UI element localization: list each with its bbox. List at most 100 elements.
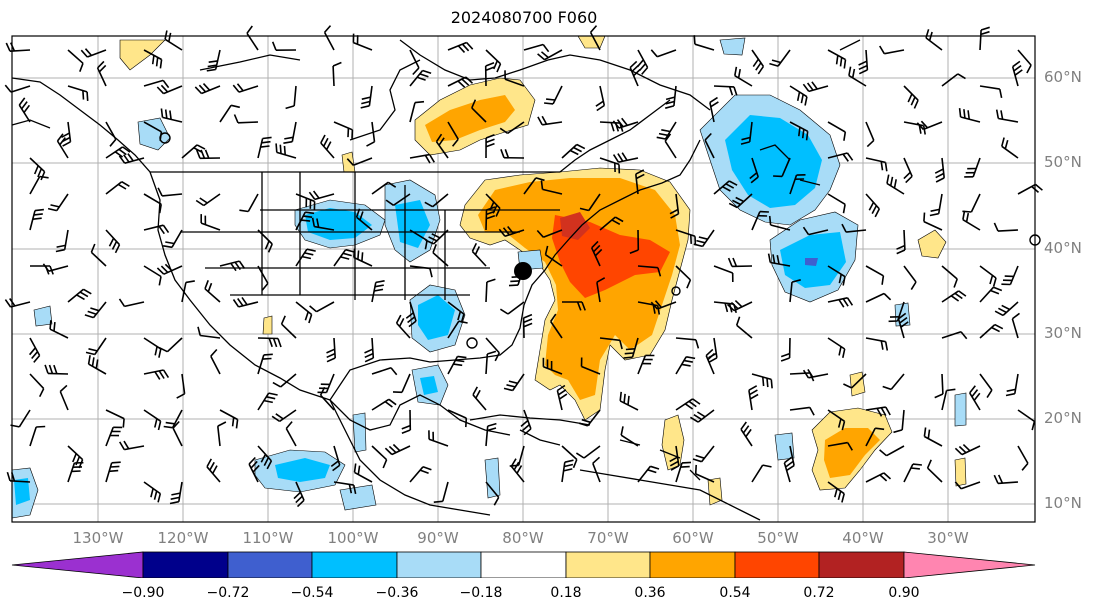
wind-barb <box>409 100 425 123</box>
wind-barb <box>740 121 753 145</box>
wind-barb <box>67 49 84 72</box>
wind-barb <box>67 85 89 101</box>
wind-barb <box>308 190 335 201</box>
wind-barb <box>271 409 297 423</box>
wind-barb <box>232 83 259 93</box>
wind-barb <box>540 180 563 195</box>
wind-barb <box>599 337 623 350</box>
wind-barb <box>320 134 335 159</box>
colorbar-segment <box>734 551 820 578</box>
wind-barb <box>158 337 183 353</box>
wind-barb <box>727 257 753 268</box>
wind-barb <box>669 193 680 219</box>
wind-barb <box>893 409 905 434</box>
lon-label: 90°W <box>417 529 459 547</box>
wind-barb <box>29 175 49 195</box>
wind-barb <box>18 97 31 123</box>
wind-barb <box>317 373 335 394</box>
wind-barb <box>1017 409 1036 431</box>
wind-barb <box>195 149 221 160</box>
colorbar-segment <box>818 551 905 578</box>
wind-barb <box>295 301 313 324</box>
wind-barb <box>424 193 449 208</box>
wind-barb <box>143 481 162 503</box>
wind-barb <box>550 313 563 339</box>
wind-barb <box>176 373 186 399</box>
wind-barb <box>485 49 502 73</box>
wind-barb <box>556 384 568 411</box>
wind-barb <box>979 26 990 51</box>
wind-barb <box>217 421 227 447</box>
wind-barb <box>233 114 259 124</box>
wind-barb <box>257 229 273 253</box>
wind-barb <box>923 427 943 447</box>
wind-barb <box>352 33 373 51</box>
wind-barb <box>537 115 563 126</box>
wind-barb <box>105 229 121 254</box>
wind-barb <box>283 121 297 144</box>
wind-barb <box>865 157 888 172</box>
wind-barb <box>903 157 913 184</box>
wind-barb <box>143 369 170 380</box>
lon-label: 80°W <box>502 529 544 547</box>
wind-barb <box>827 297 854 308</box>
wind-barb <box>143 224 170 235</box>
wind-barb <box>994 301 1019 317</box>
wind-barb <box>848 66 867 87</box>
wind-barb <box>637 265 662 277</box>
wind-barb <box>865 406 891 417</box>
wind-barb <box>499 121 525 135</box>
wind-barb <box>713 265 734 283</box>
colorbar-tick-label: 0.90 <box>888 585 920 601</box>
wind-barb <box>280 315 297 339</box>
wind-barb <box>858 49 869 75</box>
wind-barb <box>353 248 373 267</box>
colorbar-tick-label: 0.18 <box>550 585 582 601</box>
wind-barb <box>612 117 639 129</box>
colorbar <box>11 551 1036 578</box>
wind-barb <box>865 472 892 483</box>
wind-barb <box>865 337 889 351</box>
wind-barb <box>705 348 716 375</box>
wind-barb <box>56 133 69 159</box>
wind-barb <box>735 316 753 339</box>
wind-barb <box>485 422 497 447</box>
wind-barb <box>561 459 574 483</box>
wind-barb <box>693 35 715 51</box>
wind-barb <box>675 398 701 411</box>
colorbar-segment <box>903 551 1036 578</box>
wind-barb <box>675 337 700 349</box>
wind-barb <box>544 85 563 105</box>
wind-barb <box>596 277 606 303</box>
wind-barb <box>257 136 272 159</box>
wind-barb <box>510 458 525 483</box>
wind-barb <box>181 144 206 159</box>
wind-barb <box>29 157 46 181</box>
wind-barb <box>675 356 696 375</box>
wind-barb <box>385 193 411 206</box>
wind-barb <box>827 193 846 214</box>
wind-barb <box>55 229 69 253</box>
wind-barb <box>1011 312 1020 339</box>
wind-barb <box>409 49 420 76</box>
wind-barb <box>728 193 753 209</box>
wind-barb <box>1017 49 1032 74</box>
wind-barb <box>768 215 791 231</box>
wind-barb <box>371 398 397 411</box>
wind-barb <box>979 323 1004 339</box>
wind-barb <box>409 466 432 483</box>
lat-label: 60°N <box>1044 68 1082 86</box>
wind-barb <box>96 60 107 87</box>
wind-barb <box>360 85 373 109</box>
wind-barb <box>802 226 829 236</box>
wind-barb <box>693 229 715 248</box>
lat-lon-grid <box>12 36 1035 522</box>
wind-barb <box>1001 137 1019 159</box>
wind-barb <box>590 240 603 267</box>
wind-barb <box>689 409 715 423</box>
wind-barb <box>371 367 398 376</box>
wind-barb <box>740 421 753 447</box>
wind-barb <box>827 481 845 503</box>
wind-barb <box>520 409 532 436</box>
wind-barb <box>751 49 765 75</box>
